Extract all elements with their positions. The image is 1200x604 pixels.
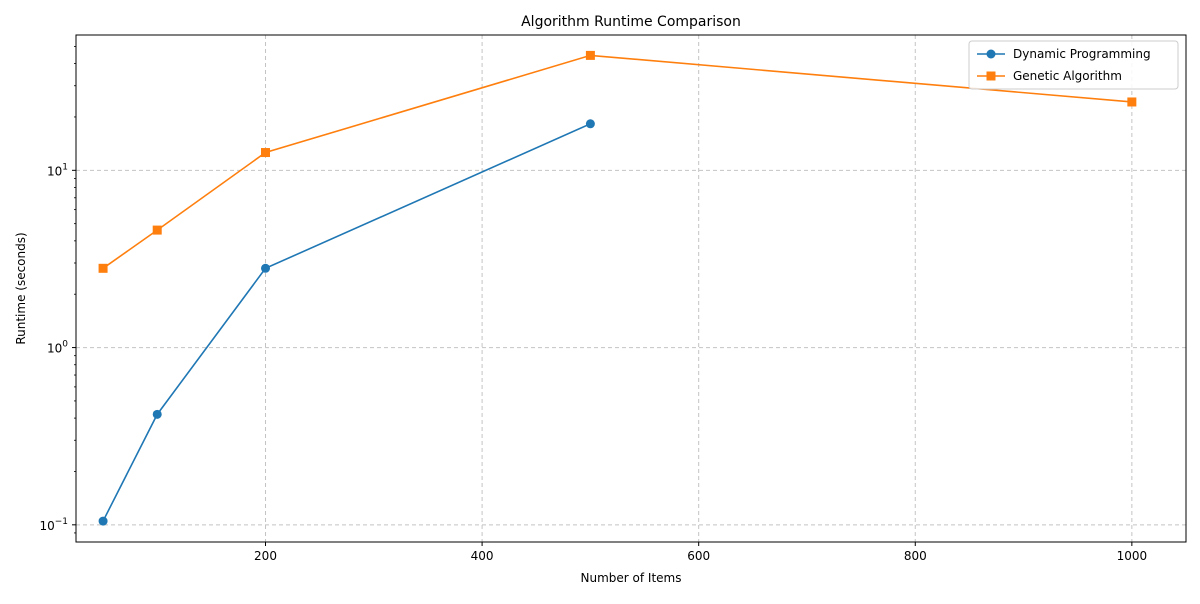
legend-marker <box>986 71 996 81</box>
y-tick-base: 10 <box>39 519 54 533</box>
data-point <box>152 409 162 419</box>
grid <box>76 35 1186 542</box>
y-tick-label: 101 <box>47 162 68 178</box>
x-tick-label: 400 <box>471 549 494 563</box>
legend-box <box>968 40 1179 90</box>
legend-item: Dynamic Programming <box>977 47 1151 61</box>
x-tick-label: 800 <box>904 549 927 563</box>
x-tick-label: 600 <box>687 549 710 563</box>
data-point <box>585 119 595 129</box>
data-point <box>98 263 108 273</box>
plot-frame <box>75 34 1187 543</box>
series-line <box>102 123 591 522</box>
y-tick-exponent: 0 <box>62 340 68 350</box>
y-tick-base: 10 <box>47 164 62 178</box>
series-dynamic-programming <box>98 119 595 526</box>
legend-item: Genetic Algorithm <box>977 69 1122 83</box>
legend: Dynamic Programming Genetic Algorithm <box>968 40 1179 90</box>
data-point <box>98 516 108 526</box>
series-layer <box>98 50 1137 526</box>
data-point <box>261 263 271 273</box>
x-axis-label: Number of Items <box>581 571 682 585</box>
x-tick-label: 200 <box>254 549 277 563</box>
y-axis-label: Runtime (seconds) <box>14 232 28 344</box>
data-point <box>1127 97 1137 107</box>
legend-label: Dynamic Programming <box>1013 47 1151 61</box>
x-tick-label: 1000 <box>1117 549 1148 563</box>
series-genetic-algorithm <box>98 50 1137 273</box>
data-point <box>261 148 271 158</box>
y-tick-exponent: 1 <box>62 162 68 172</box>
y-tick-base: 10 <box>47 342 62 356</box>
legend-label: Genetic Algorithm <box>1013 69 1122 83</box>
data-point <box>152 225 162 235</box>
legend-marker <box>986 49 996 59</box>
y-tick-label: 100 <box>47 340 68 356</box>
chart-title: Algorithm Runtime Comparison <box>521 14 741 30</box>
y-tick-label: 10−1 <box>39 517 68 533</box>
data-point <box>585 50 595 60</box>
y-tick-exponent: −1 <box>55 517 68 527</box>
